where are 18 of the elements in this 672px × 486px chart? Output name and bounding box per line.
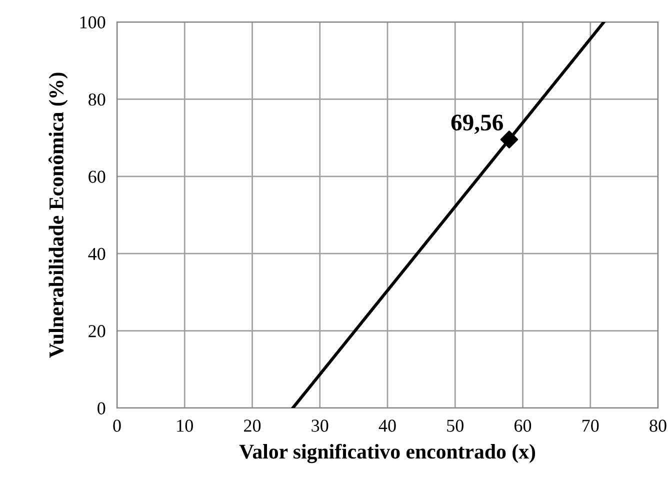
x-tick-label: 0	[113, 420, 121, 432]
y-tick-label: 0	[98, 402, 106, 414]
y-tick-label: 80	[88, 93, 106, 106]
x-tick-label: 50	[447, 420, 464, 432]
annotation: 69,56	[451, 114, 503, 134]
x-tick-label: 70	[582, 420, 599, 432]
y-tick-label: 20	[88, 325, 106, 338]
x-tick-label: 10	[177, 420, 193, 432]
x-tick-label: 30	[312, 420, 328, 432]
x-tick-label: 40	[378, 420, 396, 432]
x-axis-title: Valor significativo encontrado (x)	[239, 444, 536, 464]
x-tick-label: 20	[244, 420, 261, 432]
y-tick-label: 60	[88, 170, 106, 183]
y-tick-label: 40	[88, 248, 106, 260]
x-tick-label: 60	[514, 420, 532, 432]
y-axis-title: Vulnerabilidade Econômica (%)	[48, 72, 68, 358]
x-tick-label: 80	[650, 420, 666, 432]
y-tick-label: 100	[80, 16, 106, 28]
